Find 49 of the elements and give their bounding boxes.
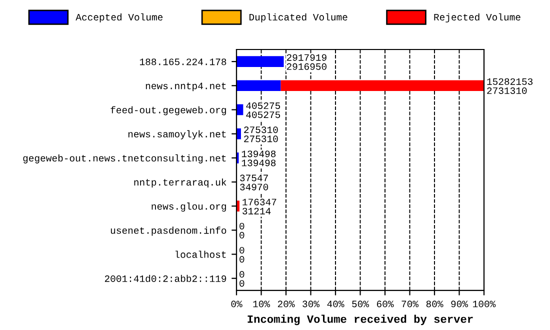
annotation: 405275 bbox=[246, 102, 280, 110]
bar bbox=[236, 200, 240, 212]
x-tick-label: 50% bbox=[352, 300, 370, 308]
y-tick-label: news.samoylyk.net bbox=[128, 130, 226, 140]
x-tick-label: 90% bbox=[451, 300, 468, 308]
annotation: 0 bbox=[240, 232, 244, 239]
annotation: 0 bbox=[240, 246, 244, 254]
annotation: 2916950 bbox=[286, 63, 326, 70]
annotation: 34970 bbox=[240, 184, 268, 190]
annotation: 2917919 bbox=[286, 54, 326, 61]
bar bbox=[236, 56, 284, 67]
annotation: 275310 bbox=[244, 136, 278, 142]
annotation: 15282153 bbox=[487, 78, 533, 85]
legend-label: Duplicated Volume bbox=[250, 13, 348, 22]
x-tick-label: 20% bbox=[278, 300, 295, 308]
x-axis-title: Incoming Volume received by server bbox=[248, 314, 473, 326]
annotation: 0 bbox=[240, 222, 244, 230]
x-tick-label: 80% bbox=[426, 300, 444, 308]
legend-label: Rejected Volume bbox=[434, 13, 520, 22]
y-tick-label: news.glou.org bbox=[152, 202, 226, 212]
annotation: 405275 bbox=[246, 111, 280, 118]
annotation: 2731310 bbox=[487, 87, 527, 94]
y-tick-label: news.nntp4.net bbox=[146, 82, 226, 92]
x-tick-label: 60% bbox=[376, 300, 394, 308]
y-tick-label: usenet.pasdenom.info bbox=[110, 226, 226, 236]
annotation: 31214 bbox=[242, 208, 271, 214]
x-tick-label: 40% bbox=[327, 300, 344, 308]
annotation: 0 bbox=[240, 256, 244, 263]
legend-label: Accepted Volume bbox=[76, 13, 163, 22]
bar bbox=[280, 80, 484, 92]
y-tick-label: nntp.terraraq.uk bbox=[134, 178, 226, 188]
y-tick-label: 2001:41d0:2:abb2::119 bbox=[104, 274, 226, 282]
y-tick-label: gegeweb-out.news.tnetconsulting.net bbox=[23, 154, 226, 164]
annotation: 139498 bbox=[242, 160, 276, 166]
annotation: 176347 bbox=[242, 198, 276, 206]
x-tick-label: 0% bbox=[231, 300, 242, 308]
annotation: 275310 bbox=[244, 126, 278, 134]
y-tick-label: 188.165.224.178 bbox=[140, 58, 226, 66]
y-tick-label: localhost bbox=[176, 250, 226, 258]
annotation: 0 bbox=[240, 271, 244, 278]
x-tick-label: 30% bbox=[302, 300, 320, 308]
annotation: 139498 bbox=[242, 150, 276, 158]
x-tick-label: 100% bbox=[473, 300, 496, 308]
x-tick-label: 10% bbox=[253, 300, 270, 308]
annotation: 0 bbox=[240, 280, 244, 287]
y-tick-label: feed-out.gegeweb.org bbox=[110, 106, 226, 116]
annotation: 37547 bbox=[240, 174, 268, 182]
x-tick-label: 70% bbox=[402, 300, 419, 308]
bar bbox=[236, 80, 281, 92]
